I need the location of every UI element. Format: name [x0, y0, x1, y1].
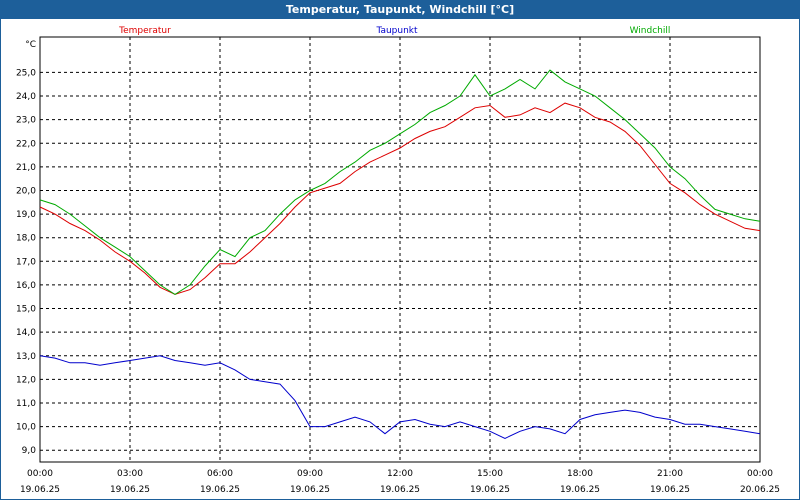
- y-tick-label: 11,0: [16, 399, 36, 409]
- y-tick-label: 22,0: [16, 139, 36, 149]
- y-tick-label: 19,0: [16, 210, 36, 220]
- y-tick-label: 20,0: [16, 186, 36, 196]
- y-tick-label: 14,0: [16, 328, 36, 338]
- y-tick-label: 9,0: [22, 446, 37, 456]
- y-tick-label: 24,0: [16, 92, 36, 102]
- y-tick-label: 23,0: [16, 116, 36, 126]
- x-tick-time: 21:00: [657, 469, 683, 479]
- x-tick-time: 00:00: [27, 469, 53, 479]
- x-tick-date: 19.06.25: [470, 485, 510, 495]
- series-line-taupunkt: [39, 355, 761, 439]
- x-tick-date: 19.06.25: [290, 485, 330, 495]
- y-tick-label: 12,0: [16, 375, 36, 385]
- y-tick-label: 13,0: [16, 352, 36, 362]
- y-tick-label: 25,0: [16, 68, 36, 78]
- x-tick-time: 06:00: [207, 469, 233, 479]
- y-axis-label: °C: [25, 40, 36, 50]
- x-tick-time: 12:00: [387, 469, 413, 479]
- y-tick-label: 16,0: [16, 281, 36, 291]
- y-tick-label: 10,0: [16, 423, 36, 433]
- series-line-temperatur: [39, 102, 761, 295]
- x-tick-time: 03:00: [117, 469, 143, 479]
- legend-temperatur: Temperatur: [118, 26, 171, 36]
- x-tick-time: 18:00: [567, 469, 593, 479]
- x-tick-date: 19.06.25: [20, 485, 60, 495]
- x-tick-time: 00:00: [747, 469, 773, 479]
- x-tick-time: 09:00: [297, 469, 323, 479]
- y-tick-label: 15,0: [16, 305, 36, 315]
- x-tick-date: 19.06.25: [110, 485, 150, 495]
- chart-title: Temperatur, Taupunkt, Windchill [°C]: [1, 1, 799, 19]
- series-line-windchill: [39, 69, 761, 295]
- x-tick-date: 19.06.25: [380, 485, 420, 495]
- x-tick-date: 20.06.25: [740, 485, 780, 495]
- legend-taupunkt: Taupunkt: [375, 26, 418, 36]
- y-tick-label: 21,0: [16, 163, 36, 173]
- x-tick-date: 19.06.25: [650, 485, 690, 495]
- x-tick-date: 19.06.25: [200, 485, 240, 495]
- legend-windchill: Windchill: [630, 26, 671, 36]
- y-tick-label: 17,0: [16, 257, 36, 267]
- x-tick-time: 15:00: [477, 469, 503, 479]
- y-tick-label: 18,0: [16, 234, 36, 244]
- x-tick-date: 19.06.25: [560, 485, 600, 495]
